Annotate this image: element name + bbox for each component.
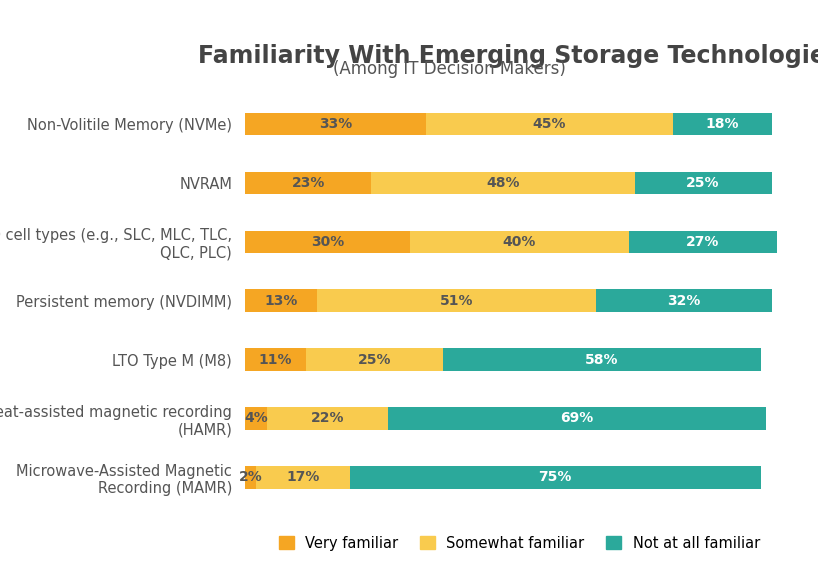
- Text: 69%: 69%: [560, 412, 594, 425]
- Bar: [349, 466, 761, 488]
- Text: 45%: 45%: [533, 117, 566, 131]
- Text: 11%: 11%: [258, 353, 292, 367]
- Bar: [245, 231, 410, 253]
- Text: 18%: 18%: [705, 117, 739, 131]
- Bar: [245, 172, 371, 194]
- Bar: [388, 407, 766, 430]
- Text: 4%: 4%: [245, 412, 268, 425]
- Text: 33%: 33%: [319, 117, 353, 131]
- Text: 27%: 27%: [686, 235, 720, 249]
- Title: Familiarity With Emerging Storage Technologies: Familiarity With Emerging Storage Techno…: [199, 44, 818, 68]
- Text: 51%: 51%: [439, 294, 473, 308]
- Text: 13%: 13%: [264, 294, 298, 308]
- Bar: [245, 113, 426, 135]
- Bar: [256, 466, 349, 488]
- Bar: [306, 348, 443, 370]
- Text: 75%: 75%: [538, 470, 572, 484]
- Bar: [245, 290, 317, 312]
- Bar: [629, 231, 777, 253]
- Bar: [596, 290, 771, 312]
- Text: 2%: 2%: [239, 470, 263, 484]
- Bar: [673, 113, 771, 135]
- Legend: Very familiar, Somewhat familiar, Not at all familiar: Very familiar, Somewhat familiar, Not at…: [272, 528, 767, 558]
- Bar: [245, 348, 306, 370]
- Text: 17%: 17%: [286, 470, 320, 484]
- Text: (Among IT Decision Makers): (Among IT Decision Makers): [334, 60, 566, 78]
- Text: 32%: 32%: [667, 294, 700, 308]
- Text: 22%: 22%: [311, 412, 344, 425]
- Text: 40%: 40%: [503, 235, 536, 249]
- Text: 30%: 30%: [311, 235, 344, 249]
- Text: 48%: 48%: [486, 176, 519, 190]
- Bar: [317, 290, 596, 312]
- Bar: [635, 172, 771, 194]
- Bar: [426, 113, 673, 135]
- Bar: [443, 348, 761, 370]
- Bar: [410, 231, 629, 253]
- Bar: [371, 172, 635, 194]
- Bar: [267, 407, 388, 430]
- Text: 25%: 25%: [357, 353, 391, 367]
- Text: 23%: 23%: [292, 176, 325, 190]
- Bar: [245, 466, 256, 488]
- Text: 58%: 58%: [585, 353, 618, 367]
- Text: 25%: 25%: [686, 176, 720, 190]
- Bar: [245, 407, 267, 430]
